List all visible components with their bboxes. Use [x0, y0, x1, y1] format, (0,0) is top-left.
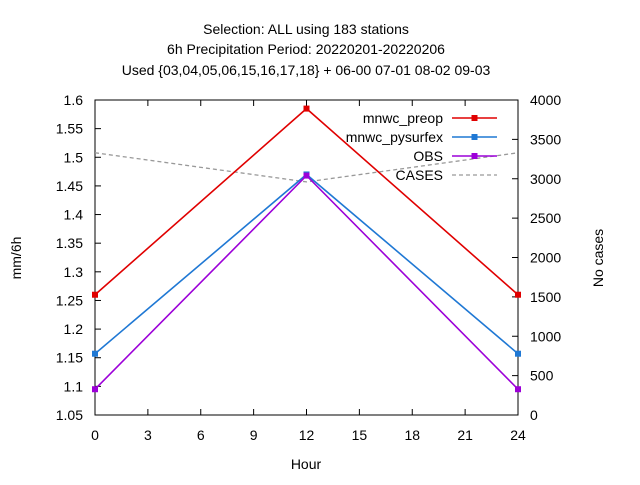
- data-point-obs: [303, 172, 310, 179]
- chart-title-line-1: Selection: ALL using 183 stations: [203, 21, 409, 37]
- y-axis-label: mm/6h: [8, 237, 24, 280]
- axes-layer: 0 3 6 9 12 15 18 21 24 1.05 1.1 1.15 1.2 1.25 1.3 1.35 1…: [56, 92, 562, 443]
- y-tick-label: 1.45: [56, 178, 83, 194]
- x-tick-label: 3: [144, 427, 152, 443]
- y2-tick-label: 1500: [530, 289, 561, 305]
- y-tick-label: 1.05: [56, 407, 83, 423]
- y2-axis-label: No cases: [590, 229, 606, 287]
- x-tick-label: 24: [510, 427, 526, 443]
- legend-marker-mnwc-preop: [471, 115, 478, 121]
- y-tick-label: 1.4: [64, 207, 84, 223]
- series-line-cases: [94, 152, 519, 183]
- y-tick-label: 1.5: [64, 149, 84, 165]
- y-tick-label: 1.15: [56, 350, 83, 366]
- legend-label-cases: CASES: [396, 167, 443, 183]
- legend-label-obs: OBS: [413, 148, 443, 164]
- data-point-mnwc-pysurfex: [515, 350, 521, 357]
- y-tick-label: 1.1: [64, 378, 84, 394]
- legend-label-mnwc-preop: mnwc_preop: [363, 110, 443, 126]
- x-tick-label: 21: [457, 427, 473, 443]
- y2-tick-label: 500: [530, 368, 554, 384]
- data-point-mnwc-pysurfex: [92, 350, 98, 357]
- y-tick-label: 1.55: [56, 121, 83, 137]
- y-tick-label: 1.6: [64, 92, 84, 108]
- legend-marker-obs: [471, 153, 478, 159]
- y-tick-label: 1.35: [56, 235, 83, 251]
- y2-tick-label: 3500: [530, 131, 561, 147]
- y2-tick-label: 0: [530, 407, 538, 423]
- data-point-mnwc-preop: [515, 291, 521, 298]
- legend-marker-mnwc-pysurfex: [471, 134, 478, 140]
- series-line-obs: [94, 174, 519, 390]
- y2-tick-label: 2000: [530, 250, 561, 266]
- y2-tick-label: 3000: [530, 171, 561, 187]
- chart-title-line-3: Used {03,04,05,06,15,16,17,18} + 06-00 0…: [122, 62, 491, 78]
- y2-tick-label: 2500: [530, 210, 561, 226]
- y-tick-label: 1.25: [56, 292, 83, 308]
- x-tick-label: 12: [299, 427, 315, 443]
- y2-tick-label: 4000: [530, 92, 561, 108]
- x-tick-label: 9: [250, 427, 258, 443]
- data-point-obs: [92, 386, 98, 393]
- x-tick-label: 18: [404, 427, 420, 443]
- chart-title-line-2: 6h Precipitation Period: 20220201-202202…: [167, 41, 445, 57]
- x-tick-label: 0: [91, 427, 99, 443]
- x-tick-label: 6: [197, 427, 205, 443]
- x-tick-label: 15: [352, 427, 368, 443]
- series-line-mnwc-pysurfex: [94, 173, 519, 355]
- legend: mnwc_preop mnwc_pysurfex OBS CASES: [346, 110, 497, 183]
- y-tick-label: 1.3: [64, 264, 84, 280]
- x-axis-label: Hour: [291, 456, 322, 472]
- y-tick-label: 1.2: [64, 321, 84, 337]
- legend-label-mnwc-pysurfex: mnwc_pysurfex: [346, 129, 443, 145]
- data-point-obs: [515, 386, 521, 393]
- data-point-mnwc-preop: [303, 105, 310, 112]
- y2-tick-label: 1000: [530, 328, 561, 344]
- data-point-mnwc-preop: [92, 291, 98, 298]
- plot-frame: [94, 99, 519, 416]
- series-layer: [92, 105, 521, 393]
